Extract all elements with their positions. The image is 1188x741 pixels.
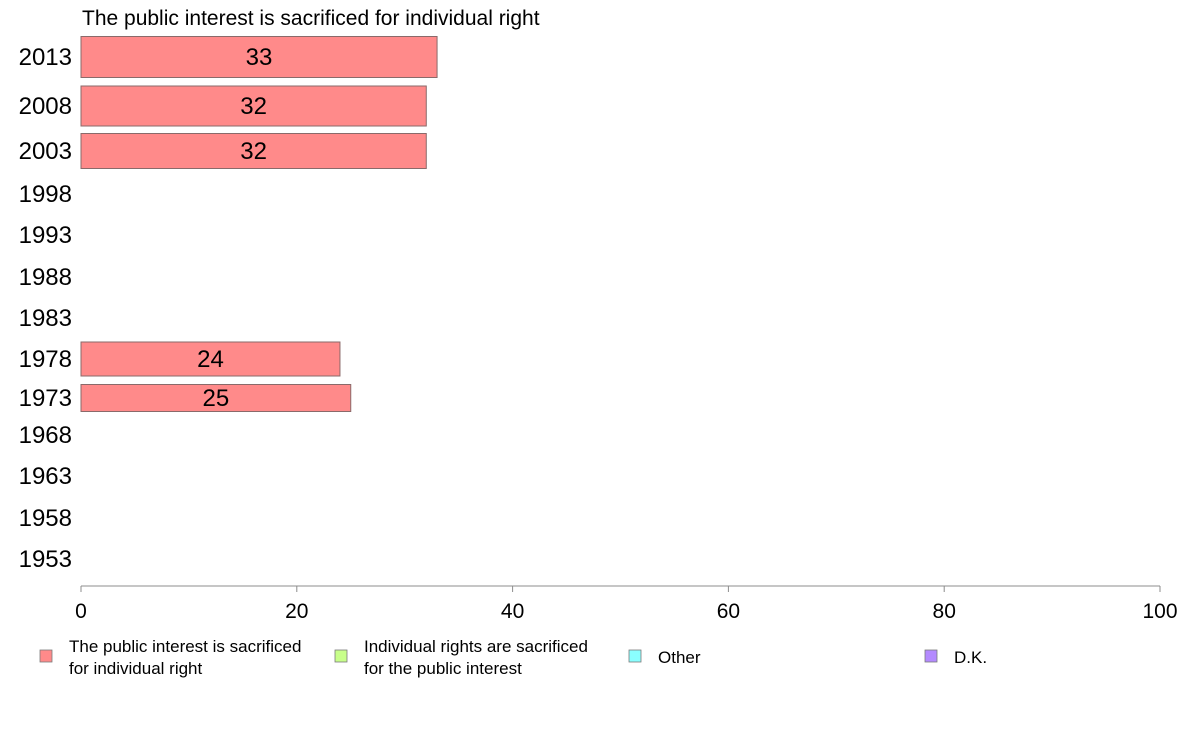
legend-swatch	[39, 649, 53, 663]
bar	[80, 384, 352, 412]
x-axis: 0 20 40 60 80 100	[75, 585, 1178, 623]
bar-value-label: 32	[240, 138, 267, 165]
legend-swatch	[334, 649, 348, 663]
legend-label: for individual right	[69, 659, 203, 678]
legend-label: The public interest is sacrificed	[69, 637, 301, 656]
y-tick-label: 1998	[19, 181, 72, 208]
bar	[80, 133, 427, 169]
x-tick-label: 40	[501, 600, 524, 623]
y-tick-label: 1973	[19, 385, 72, 412]
y-tick-label: 1978	[19, 346, 72, 373]
bar	[80, 36, 438, 78]
bars-layer: 33 32 32 24 25	[80, 36, 438, 412]
y-tick-label: 2013	[19, 44, 72, 71]
y-tick-label: 2008	[19, 93, 72, 120]
bar-value-label: 25	[203, 385, 230, 412]
legend-label: D.K.	[954, 648, 987, 667]
y-axis-labels: 2013 2008 2003 1998 1993 1988 1983 1978 1973 1968…	[19, 44, 72, 573]
legend-swatch	[628, 649, 642, 663]
bar-value-label: 33	[246, 44, 273, 71]
legend-label: for the public interest	[364, 659, 522, 678]
y-tick-label: 1993	[19, 222, 72, 249]
chart-title: The public interest is sacrificed for in…	[82, 7, 540, 30]
legend-swatch	[924, 649, 938, 663]
y-tick-label: 2003	[19, 138, 72, 165]
y-tick-label: 1968	[19, 422, 72, 449]
y-tick-label: 1983	[19, 305, 72, 332]
y-tick-label: 1963	[19, 463, 72, 490]
y-tick-label: 1958	[19, 505, 72, 532]
bar	[80, 341, 341, 377]
y-tick-label: 1988	[19, 264, 72, 291]
x-tick-label: 0	[75, 600, 87, 623]
legend-label: Individual rights are sacrificed	[364, 637, 588, 656]
bar-value-label: 32	[240, 93, 267, 120]
x-tick-label: 60	[717, 600, 740, 623]
legend: The public interest is sacrificed for ind…	[39, 637, 987, 678]
x-tick-label: 80	[933, 600, 956, 623]
x-tick-label: 100	[1142, 600, 1177, 623]
y-tick-label: 1953	[19, 546, 72, 573]
bar-value-label: 24	[197, 346, 224, 373]
x-tick-label: 20	[285, 600, 308, 623]
legend-label: Other	[658, 648, 701, 667]
bar	[80, 85, 427, 127]
